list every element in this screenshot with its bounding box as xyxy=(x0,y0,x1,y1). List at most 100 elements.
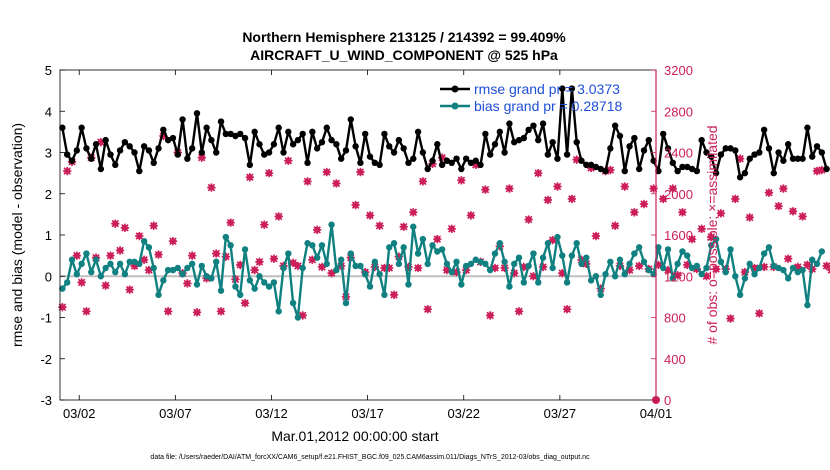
bias-point xyxy=(405,281,412,288)
bias-point xyxy=(640,258,648,266)
rmse-point xyxy=(140,143,148,150)
rmse-point xyxy=(525,126,532,134)
obs-assimilated-point xyxy=(812,166,822,176)
rmse-point xyxy=(362,130,369,138)
bias-point xyxy=(174,264,181,272)
bias-point xyxy=(578,260,585,268)
rmse-point xyxy=(145,147,153,154)
rmse-point xyxy=(309,128,316,136)
rmse-point xyxy=(751,151,758,158)
rmse-point xyxy=(112,161,119,169)
rmse-point xyxy=(477,161,484,169)
obs-assimilated-point xyxy=(437,153,447,162)
obs-assimilated-point xyxy=(822,261,830,271)
rmse-point xyxy=(323,124,330,131)
obs-assimilated-point xyxy=(731,194,740,204)
rmse-point xyxy=(583,161,590,169)
obs-assimilated-point xyxy=(106,251,115,260)
rmse-point xyxy=(640,147,648,154)
obs-assimilated-point xyxy=(264,168,274,178)
rmse-point xyxy=(184,155,191,162)
rmse-point xyxy=(337,155,345,162)
bias-point xyxy=(535,279,542,286)
x-axis-label: Mar.01,2012 00:00:00 start xyxy=(271,428,438,444)
rmse-point xyxy=(650,157,657,164)
rmse-point xyxy=(160,126,167,134)
bias-point xyxy=(299,264,306,272)
obs-assimilated-point xyxy=(663,265,673,275)
bias-point xyxy=(611,273,619,280)
obs-assimilated-point xyxy=(466,211,476,220)
rmse-point xyxy=(491,141,499,148)
rmse-point xyxy=(587,161,595,169)
bias-point xyxy=(395,260,403,268)
obs-assimilated-point xyxy=(620,182,629,191)
rmse-point xyxy=(544,151,552,158)
bias-point xyxy=(813,260,821,268)
obs-assimilated-point xyxy=(240,298,250,308)
y-right-tick-label: 0 xyxy=(664,393,671,408)
obs-assimilated-point xyxy=(529,272,538,281)
bias-point xyxy=(198,262,205,270)
bias-point xyxy=(467,260,475,268)
rmse-point xyxy=(804,124,811,131)
rmse-point xyxy=(251,128,258,136)
bias-point xyxy=(232,283,239,290)
bias-point xyxy=(496,240,503,247)
obs-assimilated-point xyxy=(548,235,557,245)
chart-title-line2: AIRCRAFT_U_WIND_COMPONENT @ 525 hPa xyxy=(250,47,558,63)
rmse-point xyxy=(799,155,806,162)
obs-assimilated-point xyxy=(288,258,298,268)
bias-point xyxy=(626,260,633,268)
bias-point xyxy=(727,246,734,253)
bias-point xyxy=(448,268,455,276)
obs-assimilated-point xyxy=(423,305,432,314)
obs-assimilated-point xyxy=(149,221,158,230)
bias-point xyxy=(261,279,268,286)
obs-assimilated-point xyxy=(130,261,139,271)
bias-point xyxy=(222,233,230,241)
obs-assimilated-point xyxy=(697,224,706,233)
rmse-point xyxy=(688,165,696,173)
rmse-point xyxy=(376,161,383,169)
rmse-point xyxy=(578,157,585,164)
obs-assimilated-point xyxy=(125,285,134,294)
bias-point xyxy=(693,262,701,270)
obs-assimilated-point xyxy=(606,165,615,175)
rmse-point xyxy=(645,136,652,144)
obs-assimilated-point xyxy=(596,284,605,293)
rmse-point xyxy=(573,138,580,146)
rmse-point xyxy=(150,159,157,167)
rmse-point xyxy=(68,157,76,164)
bias-point xyxy=(679,248,686,255)
bias-point xyxy=(381,291,388,299)
bias-point xyxy=(506,283,513,290)
obs-assimilated-point xyxy=(269,254,279,263)
rmse-point xyxy=(174,151,181,158)
obs-assimilated-point xyxy=(538,262,548,272)
rmse-point xyxy=(107,151,114,158)
rmse-point xyxy=(717,151,725,158)
obs-assimilated-point xyxy=(192,308,202,317)
bias-point xyxy=(59,285,66,292)
y-right-tick-label: 400 xyxy=(664,352,686,367)
obs-assimilated-point xyxy=(77,278,86,287)
rmse-point xyxy=(501,149,508,156)
rmse-point xyxy=(631,134,638,142)
rmse-point xyxy=(727,145,734,152)
bias-point xyxy=(602,270,609,278)
obs-assimilated-point xyxy=(293,261,303,271)
rmse-point xyxy=(511,138,518,146)
obs-assimilated-point xyxy=(144,265,154,275)
bias-point xyxy=(645,266,652,274)
obs-assimilated-point xyxy=(183,279,192,288)
rmse-point xyxy=(679,163,686,171)
bias-point xyxy=(179,270,186,278)
obs-assimilated-point xyxy=(774,201,783,211)
rmse-point xyxy=(462,155,470,162)
rmse-point xyxy=(265,149,273,156)
bias-point xyxy=(660,264,667,272)
bias-point xyxy=(371,258,379,266)
rmse-point xyxy=(400,145,407,152)
rmse-point xyxy=(256,141,263,148)
